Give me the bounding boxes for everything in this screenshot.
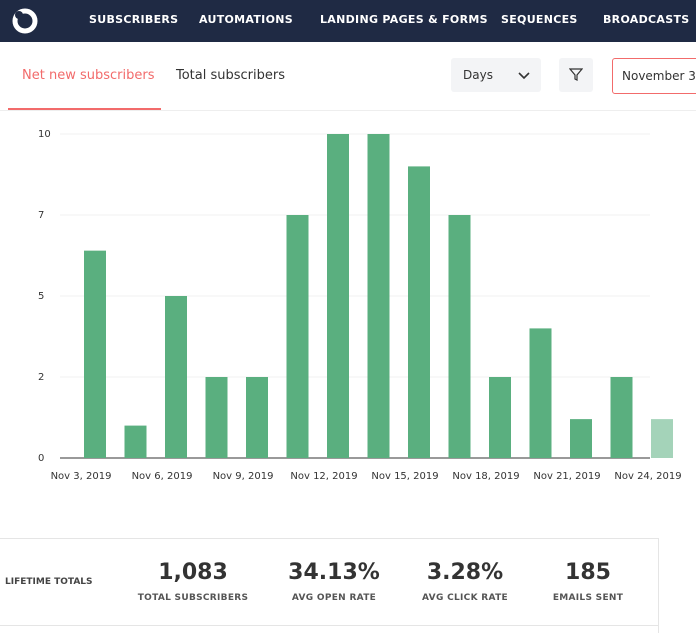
- y-tick-label: 10: [38, 129, 51, 140]
- x-tick-label: Nov 24, 2019: [614, 471, 681, 482]
- divider: [658, 538, 659, 633]
- bar: [205, 377, 228, 458]
- y-tick-label: 5: [38, 291, 44, 302]
- stat: 185 EMAILS SENT: [523, 560, 653, 603]
- stat-value: 3.28%: [426, 560, 504, 585]
- tab[interactable]: Total subscribers: [176, 68, 286, 83]
- bar: [489, 377, 511, 458]
- stat-label: AVG OPEN RATE: [291, 593, 377, 603]
- x-tick-label: Nov 9, 2019: [213, 471, 274, 482]
- select-text: Days: [463, 68, 493, 82]
- nav-bar: SUBSCRIBERS AUTOMATIONS LANDING PAGES & …: [0, 0, 696, 42]
- filter-icon: [569, 68, 583, 81]
- chevron: [518, 72, 530, 80]
- bar: [165, 296, 187, 458]
- filter-button[interactable]: [559, 58, 593, 92]
- bar: [610, 377, 633, 458]
- bar: [570, 419, 592, 458]
- nav-item[interactable]: AUTOMATIONS: [199, 13, 293, 26]
- bar: [367, 134, 390, 458]
- x-tick-label: Nov 21, 2019: [533, 471, 600, 482]
- stat-value: 1,083: [158, 560, 228, 585]
- bar: [246, 377, 268, 458]
- nav-item[interactable]: LANDING PAGES & FORMS: [320, 13, 488, 26]
- nav-item[interactable]: SUBSCRIBERS: [89, 13, 179, 26]
- stat: 1,083 TOTAL SUBSCRIBERS: [128, 560, 258, 603]
- stat-label: TOTAL SUBSCRIBERS: [137, 593, 249, 603]
- y-tick-label: 0: [38, 453, 44, 464]
- bar: [448, 215, 471, 458]
- stat-label: EMAILS SENT: [552, 593, 624, 603]
- x-tick-label: Nov 3, 2019: [51, 471, 112, 482]
- bar: [286, 215, 309, 458]
- x-tick-label: Nov 6, 2019: [132, 471, 193, 482]
- stat: 34.13% AVG OPEN RATE: [269, 560, 399, 603]
- date-text: November 3: [622, 69, 696, 83]
- stat: 3.28% AVG CLICK RATE: [400, 560, 530, 603]
- y-tick-label: 7: [38, 210, 44, 221]
- divider: [0, 110, 696, 111]
- divider: [0, 538, 658, 539]
- bar: [84, 250, 106, 458]
- interval-select[interactable]: Days: [451, 58, 541, 92]
- stat-value: 34.13%: [288, 560, 380, 585]
- x-tick-label: Nov 12, 2019: [290, 471, 357, 482]
- logo[interactable]: [10, 6, 40, 36]
- nav-item[interactable]: SEQUENCES: [501, 13, 578, 26]
- bar: [408, 166, 430, 458]
- chart: 0 2 5 7 10 Nov 3, 2019 Nov 6, 2019 Nov 9, 2019 N…: [38, 129, 682, 482]
- totals-label: LIFETIME TOTALS: [5, 577, 93, 587]
- x-tick-label: Nov 18, 2019: [452, 471, 519, 482]
- date-input[interactable]: November 3: [612, 58, 696, 94]
- bar: [651, 419, 673, 458]
- tab-underline: [8, 108, 161, 110]
- divider: [0, 625, 658, 626]
- bar: [529, 328, 552, 458]
- bar: [327, 134, 349, 458]
- y-tick-label: 2: [38, 372, 44, 383]
- bar: [124, 425, 147, 458]
- x-tick-label: Nov 15, 2019: [371, 471, 438, 482]
- tab-active[interactable]: Net new subscribers: [22, 68, 155, 83]
- nav-item[interactable]: BROADCASTS: [603, 13, 690, 26]
- stat-value: 185: [565, 560, 611, 585]
- stat-label: AVG CLICK RATE: [422, 593, 508, 603]
